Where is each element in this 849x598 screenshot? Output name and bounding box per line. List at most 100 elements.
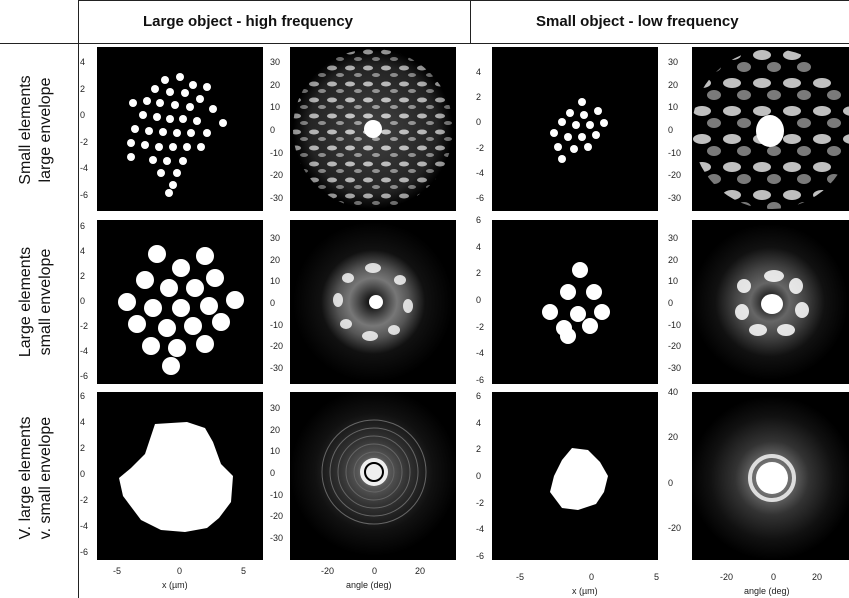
y-tick-r1c3-5: -6 — [476, 193, 485, 203]
y-tick-r1c3-1: 2 — [476, 92, 482, 103]
y-tick-r1c4-6: -30 — [668, 193, 682, 203]
y-tick-r3c3-0: 6 — [476, 391, 482, 401]
row-label-3: V. large elements v. small envelope — [16, 416, 56, 539]
y-tick-r1c3-3: -2 — [476, 142, 485, 153]
y-tick-r1c4-1: 20 — [668, 79, 679, 90]
x-tick-obj1-1: 0 — [177, 566, 183, 576]
y-tick-r1c3-0: 4 — [476, 67, 482, 77]
row-label-3-line1: V. large elements — [17, 416, 34, 540]
y-tick-r1c2-3: 0 — [270, 125, 276, 135]
x-tick-far1-0: -20 — [321, 566, 335, 576]
y-tick-r3c4-1: 20 — [668, 432, 679, 443]
y-tick-r1c2-1: 20 — [270, 79, 281, 90]
row-label-2: Large elements small envelope — [16, 247, 56, 357]
y-tick-r2c4-3: 0 — [668, 298, 674, 308]
y-tick-r1c1-1: 2 — [80, 83, 86, 94]
y-tick-r2c3-0: 6 — [476, 215, 482, 225]
y-tick-r2c1-3: 0 — [80, 296, 86, 306]
panel-r2-object-large — [97, 220, 263, 384]
y-tick-r2c3-1: 4 — [476, 241, 482, 252]
row-label-1-line1: Small elements — [17, 75, 34, 185]
y-tick-r1c4-0: 30 — [668, 57, 679, 67]
x-tick-obj2-1: 0 — [589, 572, 595, 582]
x-axis-label-far1: angle (deg) — [346, 580, 392, 590]
y-tick-r3c1-3: 0 — [80, 469, 86, 479]
y-tick-r2c2-2: 10 — [270, 276, 281, 287]
panel-r1-farfield-small — [692, 47, 849, 211]
y-tick-r3c1-5: -4 — [80, 521, 89, 531]
panel-r2-farfield-large — [290, 220, 456, 384]
panel-r3-farfield-small — [692, 392, 849, 560]
y-tick-r2c1-0: 6 — [80, 221, 86, 231]
y-tick-r2c3-6: -6 — [476, 375, 485, 385]
x-tick-far2-1: 0 — [771, 572, 777, 582]
y-tick-r3c2-5: -20 — [270, 511, 284, 522]
y-tick-r1c3-4: -4 — [476, 167, 485, 178]
y-tick-r2c4-5: -20 — [668, 341, 682, 352]
panel-r3-object-large — [97, 392, 263, 560]
panel-r2-object-small — [492, 220, 658, 384]
y-tick-r2c1-1: 4 — [80, 246, 86, 256]
y-tick-r1c2-5: -20 — [270, 170, 284, 181]
y-tick-r3c2-4: -10 — [270, 489, 284, 500]
panel-r3-farfield-large — [290, 392, 456, 560]
row-label-1-line2: large envelope — [37, 77, 54, 183]
y-tick-r2c4-0: 30 — [668, 233, 679, 243]
y-tick-r1c4-5: -20 — [668, 170, 682, 181]
y-tick-r3c3-4: -2 — [476, 497, 485, 508]
x-axis-label-obj2: x (µm) — [572, 586, 598, 596]
y-tick-r2c4-6: -30 — [668, 363, 682, 373]
x-tick-obj1-2: 5 — [241, 566, 247, 576]
panel-r3-object-small — [492, 392, 658, 560]
y-tick-r3c4-3: -20 — [668, 523, 682, 533]
y-tick-r2c1-5: -4 — [80, 346, 89, 356]
y-tick-r2c4-2: 10 — [668, 276, 679, 287]
y-tick-r1c2-2: 10 — [270, 102, 281, 113]
column-header-large-object: Large object - high frequency — [143, 13, 354, 30]
y-tick-r3c2-6: -30 — [270, 533, 284, 543]
y-tick-r3c3-5: -4 — [476, 524, 485, 535]
x-tick-far1-2: 20 — [415, 566, 426, 576]
y-tick-r3c4-0: 40 — [668, 387, 679, 397]
panel-r1-object-large — [97, 47, 263, 211]
y-tick-r2c2-5: -20 — [270, 341, 284, 352]
y-tick-r2c2-1: 20 — [270, 254, 281, 265]
label-column-rule — [78, 0, 79, 598]
x-tick-obj2-2: 5 — [654, 572, 660, 582]
y-tick-r2c2-3: 0 — [270, 298, 276, 308]
panel-r2-farfield-small — [692, 220, 849, 384]
y-tick-r1c2-6: -30 — [270, 193, 284, 203]
x-axis-label-far2: angle (deg) — [744, 586, 790, 596]
y-tick-r1c1-3: -2 — [80, 136, 89, 147]
x-axis-label-obj1: x (µm) — [162, 580, 188, 590]
panel-r1-object-small — [492, 47, 658, 211]
row-label-2-line2: small envelope — [37, 248, 54, 356]
x-tick-far2-0: -20 — [720, 572, 734, 582]
y-tick-r1c1-4: -4 — [80, 163, 89, 174]
x-tick-far1-1: 0 — [372, 566, 378, 576]
y-tick-r2c3-4: -2 — [476, 321, 485, 332]
y-tick-r1c2-0: 30 — [270, 57, 281, 67]
y-tick-r2c1-2: 2 — [80, 271, 86, 281]
y-tick-r1c4-3: 0 — [668, 125, 674, 135]
y-tick-r1c1-2: 0 — [80, 110, 86, 121]
y-tick-r3c1-4: -2 — [80, 495, 89, 505]
x-tick-obj1-0: -5 — [113, 566, 122, 576]
y-tick-r3c3-1: 4 — [476, 417, 482, 428]
y-tick-r1c1-5: -6 — [80, 190, 89, 200]
y-tick-r3c2-1: 20 — [270, 424, 281, 435]
y-tick-r3c2-2: 10 — [270, 446, 281, 457]
y-tick-r3c3-2: 2 — [476, 444, 482, 455]
y-tick-r2c3-5: -4 — [476, 348, 485, 359]
panel-r1-farfield-large — [290, 47, 456, 211]
header-top-rule — [78, 0, 849, 1]
header-bottom-rule — [0, 43, 849, 44]
y-tick-r2c2-0: 30 — [270, 233, 281, 243]
y-tick-r3c1-6: -6 — [80, 547, 89, 557]
y-tick-r1c4-4: -10 — [668, 147, 682, 158]
y-tick-r3c2-3: 0 — [270, 468, 276, 478]
y-tick-r1c1-0: 4 — [80, 57, 86, 67]
y-tick-r2c2-4: -10 — [270, 319, 284, 330]
y-tick-r3c1-2: 2 — [80, 443, 86, 453]
row-label-1: Small elements large envelope — [16, 75, 56, 184]
